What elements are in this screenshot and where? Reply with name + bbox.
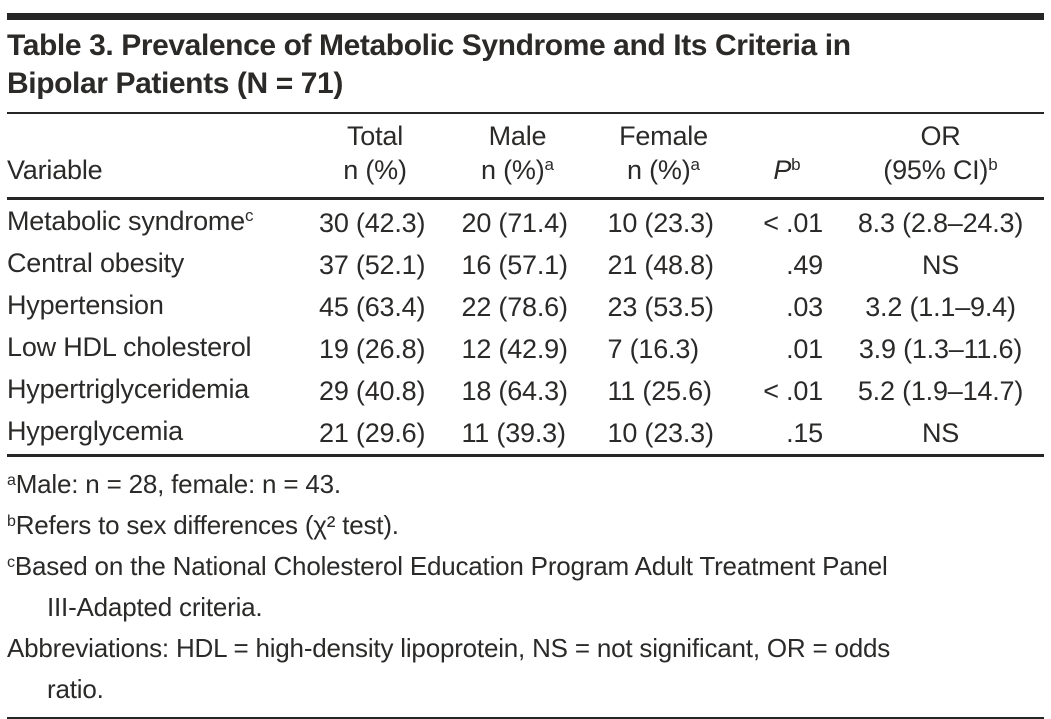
cell-variable: Central obesity (7, 248, 185, 278)
cell-female: 21 (48.8) (607, 250, 714, 280)
table-row: Hypertension 45 (63.4) 22 (78.6) 23 (53.… (7, 286, 1044, 328)
table-row: Central obesity 37 (52.1) 16 (57.1) 21 (… (7, 244, 1044, 286)
column-header-p-value: Pb (737, 112, 837, 200)
table-header: Variable Total n (%) Male n (%)a Female … (7, 112, 1044, 200)
header-superscript: a (544, 155, 554, 174)
footnote-c-continuation: III-Adapted criteria. (47, 592, 263, 622)
cell-variable: Hypertension (7, 290, 164, 320)
cell-variable: Hypertriglyceridemia (7, 374, 250, 404)
cell-odds-ratio: 3.9 (1.3–11.6) (858, 334, 1023, 364)
header-line2: n (%) (343, 155, 407, 185)
header-line2: n (%)a (481, 155, 554, 185)
header-line1: Total (346, 121, 404, 151)
cell-odds-ratio: 8.3 (2.8–24.3) (857, 208, 1024, 238)
header-superscript: b (988, 155, 998, 174)
header-line1: Male (488, 121, 547, 151)
cell-total: 29 (40.8) (319, 376, 426, 406)
table-title: Table 3. Prevalence of Metabolic Syndrom… (7, 27, 1044, 103)
cell-total: 45 (63.4) (319, 292, 426, 322)
cell-male: 16 (57.1) (461, 250, 568, 280)
cell-variable: Metabolic syndromec (7, 206, 254, 236)
header-row: Variable Total n (%) Male n (%)a Female … (7, 112, 1044, 200)
cell-female: 23 (53.5) (607, 292, 714, 322)
footnote-a: aMale: n = 28, female: n = 43. (7, 469, 341, 499)
footnote-abbreviations-continuation: ratio. (47, 674, 104, 704)
table-row: Hypertriglyceridemia 29 (40.8) 18 (64.3)… (7, 370, 1044, 412)
column-header-male: Male n (%)a (445, 112, 590, 200)
header-line2: (95% CI)b (883, 155, 998, 185)
table-title-line2: Bipolar Patients (N = 71) (7, 67, 343, 100)
cell-p-value: < .01 (763, 376, 823, 406)
footnote-superscript: c (7, 554, 15, 571)
header-line2: n (%)a (627, 155, 700, 185)
column-header-total: Total n (%) (305, 112, 445, 200)
column-header-odds-ratio: OR (95% CI)b (837, 112, 1044, 200)
footnote-abbreviations: Abbreviations: HDL = high-density lipopr… (7, 633, 891, 663)
cell-p-value: < .01 (763, 208, 823, 238)
top-rule (7, 13, 1044, 20)
cell-total: 37 (52.1) (319, 250, 426, 280)
header-line2: Variable (7, 155, 103, 185)
table-footnotes: aMale: n = 28, female: n = 43. bRefers t… (7, 466, 1044, 712)
table-body: Metabolic syndromec 30 (42.3) 20 (71.4) … (7, 199, 1044, 457)
footnote-superscript: b (7, 513, 16, 530)
table-title-line1: Table 3. Prevalence of Metabolic Syndrom… (7, 29, 851, 62)
cell-female: 10 (23.3) (590, 412, 737, 457)
header-line1: Female (619, 121, 708, 151)
header-superscript: b (791, 155, 801, 174)
cell-odds-ratio: NS (837, 412, 1044, 457)
cell-variable: Low HDL cholesterol (7, 332, 252, 362)
cell-female: 11 (25.6) (607, 376, 712, 406)
table-row: Hyperglycemia 21 (29.6) 11 (39.3) 10 (23… (7, 412, 1044, 457)
cell-p-value: .15 (737, 412, 837, 457)
cell-male: 18 (64.3) (461, 376, 568, 406)
cell-male: 22 (78.6) (461, 292, 568, 322)
header-line1: OR (920, 121, 961, 151)
column-header-variable: Variable (7, 112, 305, 200)
cell-variable: Hyperglycemia (7, 412, 305, 457)
cell-male: 20 (71.4) (461, 208, 568, 238)
cell-male: 12 (42.9) (461, 334, 568, 364)
cell-male: 11 (39.3) (445, 412, 590, 457)
variable-superscript: c (245, 206, 254, 225)
header-superscript: a (690, 155, 700, 174)
cell-total: 19 (26.8) (319, 334, 426, 364)
cell-odds-ratio: 3.2 (1.1–9.4) (865, 292, 1016, 322)
journal-table-figure: Table 3. Prevalence of Metabolic Syndrom… (0, 13, 1051, 719)
column-header-female: Female n (%)a (590, 112, 737, 200)
table-row: Low HDL cholesterol 19 (26.8) 12 (42.9) … (7, 328, 1044, 370)
footnote-c: cBased on the National Cholesterol Educa… (7, 551, 888, 581)
footnote-superscript: a (7, 472, 16, 489)
table-row: Metabolic syndromec 30 (42.3) 20 (71.4) … (7, 199, 1044, 245)
cell-p-value: .01 (786, 334, 823, 364)
cell-total: 30 (42.3) (319, 208, 426, 238)
cell-p-value: .03 (786, 292, 823, 322)
cell-female: 10 (23.3) (607, 208, 714, 238)
cell-total: 21 (29.6) (305, 412, 445, 457)
cell-odds-ratio: NS (921, 250, 960, 280)
footnote-b: bRefers to sex differences (χ² test). (7, 510, 399, 540)
cell-odds-ratio: 5.2 (1.9–14.7) (857, 376, 1024, 406)
cell-p-value: .49 (786, 250, 823, 280)
cell-female: 7 (16.3) (607, 334, 700, 364)
data-table: Variable Total n (%) Male n (%)a Female … (7, 112, 1044, 457)
header-line2: Pb (773, 155, 801, 185)
